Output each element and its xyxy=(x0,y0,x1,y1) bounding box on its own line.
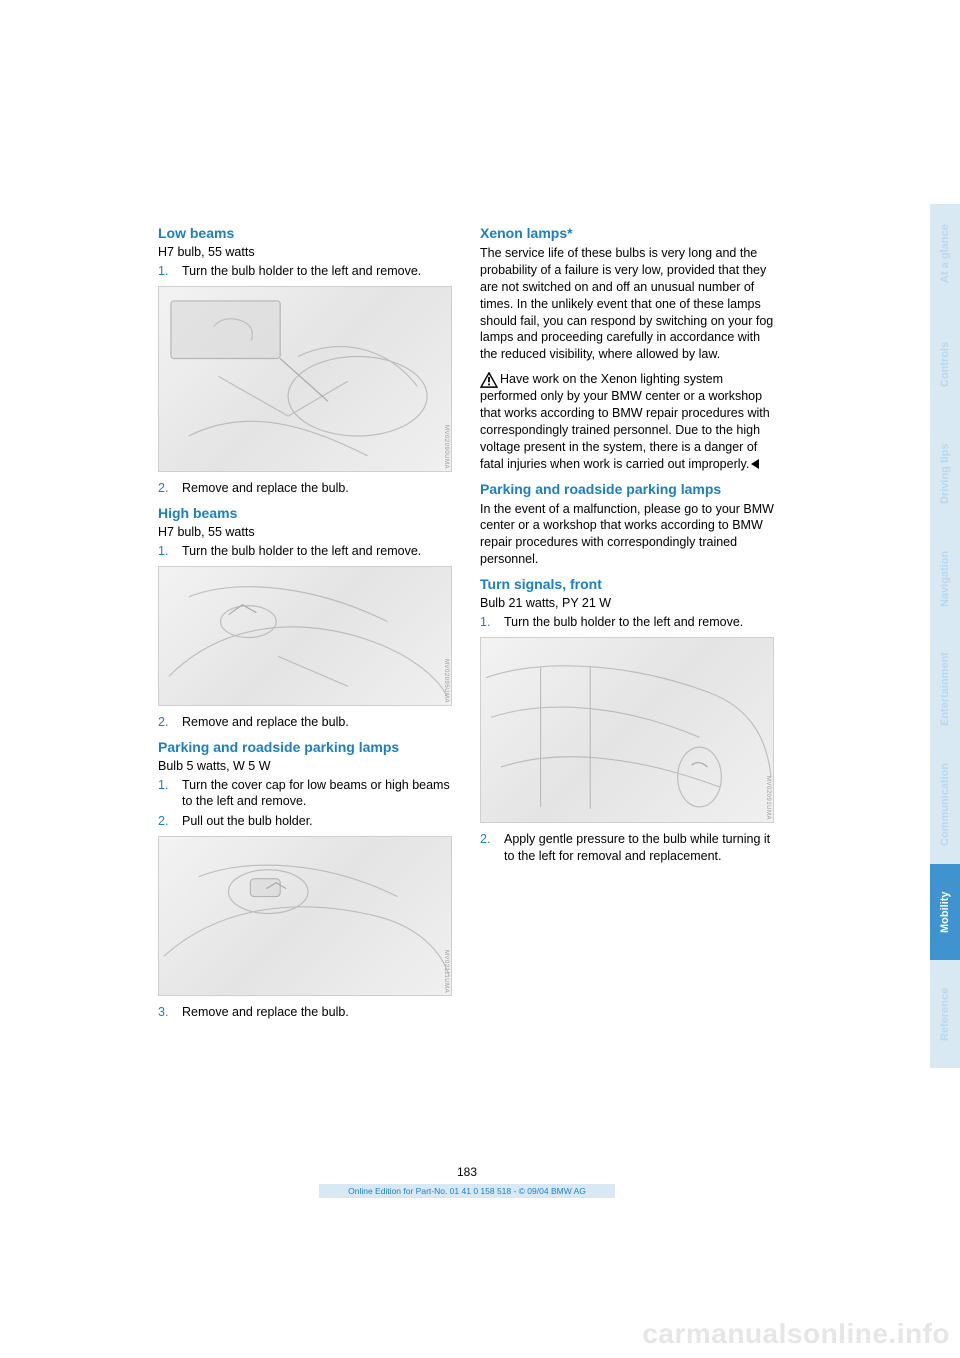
heading-turn-signals: Turn signals, front xyxy=(480,576,774,592)
steps-high-beams-2: 2. Remove and replace the bulb. xyxy=(158,714,452,731)
step-number: 1. xyxy=(158,543,168,560)
warning-text: Have work on the Xenon lighting system p… xyxy=(480,372,770,471)
spec-turn-signals: Bulb 21 watts, PY 21 W xyxy=(480,596,774,610)
heading-parking-right: Parking and roadside parking lamps xyxy=(480,481,774,497)
step-number: 2. xyxy=(158,813,168,830)
step-text: Remove and replace the bulb. xyxy=(182,481,349,495)
figure-art xyxy=(481,638,773,823)
body-parking-right: In the event of a malfunction, please go… xyxy=(480,501,774,569)
figure-low-beams: MV02090UMA xyxy=(158,286,452,472)
step-number: 2. xyxy=(158,714,168,731)
page-number: 183 xyxy=(457,1165,477,1179)
step-number: 1. xyxy=(158,777,168,794)
figure-high-beams: MV02095UMA xyxy=(158,566,452,706)
step-number: 1. xyxy=(480,614,490,631)
side-tab[interactable]: At a glance xyxy=(930,204,960,304)
step-text: Apply gentle pressure to the bulb while … xyxy=(504,832,770,863)
end-marker-icon xyxy=(751,459,759,469)
step-text: Pull out the bulb holder. xyxy=(182,814,313,828)
side-tab[interactable]: Mobility xyxy=(930,864,960,960)
step-text: Turn the bulb holder to the left and rem… xyxy=(504,615,743,629)
steps-low-beams-2: 2. Remove and replace the bulb. xyxy=(158,480,452,497)
spec-high-beams: H7 bulb, 55 watts xyxy=(158,525,452,539)
side-tab[interactable]: Communication xyxy=(930,744,960,864)
side-tab[interactable]: Reference xyxy=(930,960,960,1068)
figure-code: MV02090UMA xyxy=(443,425,449,469)
steps-turn-signals: 1. Turn the bulb holder to the left and r… xyxy=(480,614,774,631)
steps-high-beams: 1. Turn the bulb holder to the left and r… xyxy=(158,543,452,560)
left-column: Low beams H7 bulb, 55 watts 1. Turn the b… xyxy=(158,225,452,1027)
steps-low-beams: 1. Turn the bulb holder to the left and r… xyxy=(158,263,452,280)
page-footer: 183 Online Edition for Part-No. 01 41 0 … xyxy=(158,1163,776,1198)
steps-parking-left-2: 3. Remove and replace the bulb. xyxy=(158,1004,452,1021)
step-text: Remove and replace the bulb. xyxy=(182,1005,349,1019)
step: 2. Remove and replace the bulb. xyxy=(158,714,452,731)
heading-low-beams: Low beams xyxy=(158,225,452,241)
steps-parking-left: 1. Turn the cover cap for low beams or hi… xyxy=(158,777,452,831)
step: 3. Remove and replace the bulb. xyxy=(158,1004,452,1021)
step-number: 2. xyxy=(480,831,490,848)
right-column: Xenon lamps* The service life of these b… xyxy=(480,225,774,1027)
heading-high-beams: High beams xyxy=(158,505,452,521)
step: 2. Apply gentle pressure to the bulb whil… xyxy=(480,831,774,865)
side-tab[interactable]: Driving tips xyxy=(930,424,960,524)
spec-parking-left: Bulb 5 watts, W 5 W xyxy=(158,759,452,773)
warning-xenon: Have work on the Xenon lighting system p… xyxy=(480,371,774,472)
figure-code: MV02111UMA xyxy=(443,950,449,993)
content-columns: Low beams H7 bulb, 55 watts 1. Turn the b… xyxy=(158,225,792,1027)
step: 1. Turn the bulb holder to the left and r… xyxy=(480,614,774,631)
step-text: Remove and replace the bulb. xyxy=(182,715,349,729)
heading-parking-left: Parking and roadside parking lamps xyxy=(158,739,452,755)
figure-code: MV02095UMA xyxy=(443,659,449,703)
figure-parking-left: MV02111UMA xyxy=(158,836,452,996)
manual-page: Low beams H7 bulb, 55 watts 1. Turn the b… xyxy=(0,0,816,1358)
step-number: 2. xyxy=(158,480,168,497)
watermark: carmanualsonline.info xyxy=(642,1318,950,1350)
step: 1. Turn the bulb holder to the left and r… xyxy=(158,543,452,560)
side-tabs: At a glanceControlsDriving tipsNavigatio… xyxy=(930,204,960,1068)
side-tab[interactable]: Controls xyxy=(930,304,960,424)
side-tab[interactable]: Navigation xyxy=(930,524,960,634)
step: 2. Remove and replace the bulb. xyxy=(158,480,452,497)
step-text: Turn the bulb holder to the left and rem… xyxy=(182,544,421,558)
body-xenon: The service life of these bulbs is very … xyxy=(480,245,774,363)
figure-code: MV02091UMA xyxy=(765,776,771,820)
figure-art xyxy=(159,837,451,996)
figure-art xyxy=(159,567,451,706)
step: 2. Pull out the bulb holder. xyxy=(158,813,452,830)
warning-icon xyxy=(480,372,498,388)
edition-line: Online Edition for Part-No. 01 41 0 158 … xyxy=(319,1184,615,1198)
heading-xenon: Xenon lamps* xyxy=(480,225,774,241)
figure-art xyxy=(159,287,451,472)
spec-low-beams: H7 bulb, 55 watts xyxy=(158,245,452,259)
side-tab[interactable]: Entertainment xyxy=(930,634,960,744)
step-number: 1. xyxy=(158,263,168,280)
step: 1. Turn the cover cap for low beams or hi… xyxy=(158,777,452,811)
figure-turn-signals: MV02091UMA xyxy=(480,637,774,823)
step: 1. Turn the bulb holder to the left and r… xyxy=(158,263,452,280)
steps-turn-signals-2: 2. Apply gentle pressure to the bulb whil… xyxy=(480,831,774,865)
step-number: 3. xyxy=(158,1004,168,1021)
step-text: Turn the cover cap for low beams or high… xyxy=(182,778,450,809)
step-text: Turn the bulb holder to the left and rem… xyxy=(182,264,421,278)
